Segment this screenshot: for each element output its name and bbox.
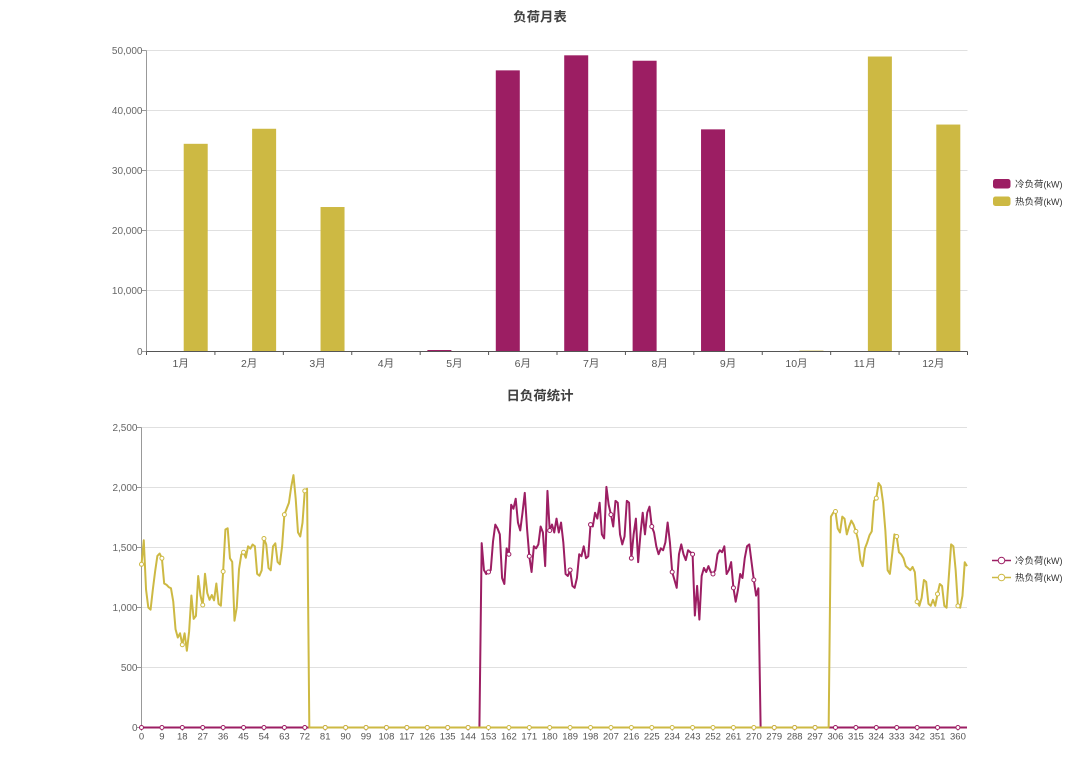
svg-text:500: 500	[121, 663, 138, 674]
svg-text:36: 36	[218, 732, 229, 743]
svg-text:18: 18	[177, 732, 188, 743]
svg-text:11: 11	[854, 358, 865, 370]
svg-text:99: 99	[361, 732, 372, 743]
svg-text:63: 63	[279, 732, 290, 743]
svg-text:297: 297	[807, 732, 823, 743]
svg-text:135: 135	[440, 732, 456, 743]
svg-text:288: 288	[787, 732, 803, 743]
svg-text:117: 117	[399, 732, 414, 743]
svg-text:234: 234	[664, 732, 680, 743]
svg-text:1,500: 1,500	[112, 543, 137, 554]
svg-text:2: 2	[241, 358, 247, 370]
svg-text:2,000: 2,000	[112, 483, 137, 494]
svg-text:333: 333	[889, 732, 905, 743]
svg-text:45: 45	[238, 732, 249, 743]
svg-text:81: 81	[320, 732, 331, 743]
svg-text:5: 5	[446, 358, 452, 370]
svg-text:50,000: 50,000	[112, 46, 143, 57]
svg-text:4: 4	[378, 358, 384, 370]
svg-text:27: 27	[197, 732, 208, 743]
svg-text:0: 0	[137, 347, 143, 358]
svg-text:6: 6	[515, 358, 521, 370]
svg-text:1,000: 1,000	[112, 603, 137, 614]
svg-text:0: 0	[139, 732, 144, 743]
svg-text:8: 8	[651, 358, 657, 370]
svg-text:90: 90	[340, 732, 351, 743]
svg-text:162: 162	[501, 732, 517, 743]
svg-text:30,000: 30,000	[112, 166, 143, 177]
svg-text:270: 270	[746, 732, 762, 743]
svg-text:(kW): (kW)	[1044, 556, 1063, 566]
svg-text:306: 306	[828, 732, 844, 743]
svg-text:54: 54	[259, 732, 270, 743]
svg-text:261: 261	[725, 732, 741, 743]
svg-text:1: 1	[173, 358, 179, 370]
svg-text:342: 342	[909, 732, 925, 743]
svg-text:9: 9	[159, 732, 164, 743]
svg-text:243: 243	[685, 732, 701, 743]
svg-text:20,000: 20,000	[112, 226, 143, 237]
svg-text:0: 0	[132, 723, 138, 734]
svg-text:126: 126	[419, 732, 435, 743]
svg-text:324: 324	[868, 732, 884, 743]
svg-text:(kW): (kW)	[1044, 179, 1063, 189]
svg-text:12: 12	[922, 358, 934, 370]
svg-text:9: 9	[720, 358, 726, 370]
svg-text:10: 10	[785, 358, 797, 370]
svg-text:(kW): (kW)	[1044, 573, 1063, 583]
svg-text:315: 315	[848, 732, 864, 743]
svg-text:189: 189	[562, 732, 578, 743]
svg-text:144: 144	[460, 732, 476, 743]
svg-text:180: 180	[542, 732, 558, 743]
svg-text:2,500: 2,500	[112, 423, 137, 434]
svg-text:279: 279	[766, 732, 782, 743]
svg-text:72: 72	[300, 732, 311, 743]
svg-text:(kW): (kW)	[1044, 197, 1063, 207]
svg-text:360: 360	[950, 732, 966, 743]
svg-text:207: 207	[603, 732, 619, 743]
svg-text:171: 171	[521, 732, 537, 743]
svg-text:216: 216	[623, 732, 639, 743]
svg-text:10,000: 10,000	[112, 286, 143, 297]
svg-text:153: 153	[481, 732, 497, 743]
svg-text:198: 198	[583, 732, 599, 743]
svg-text:108: 108	[379, 732, 395, 743]
svg-text:351: 351	[930, 732, 946, 743]
svg-text:252: 252	[705, 732, 721, 743]
svg-text:225: 225	[644, 732, 660, 743]
svg-text:7: 7	[583, 358, 589, 370]
svg-text:3: 3	[309, 358, 315, 370]
svg-text:40,000: 40,000	[112, 106, 143, 117]
